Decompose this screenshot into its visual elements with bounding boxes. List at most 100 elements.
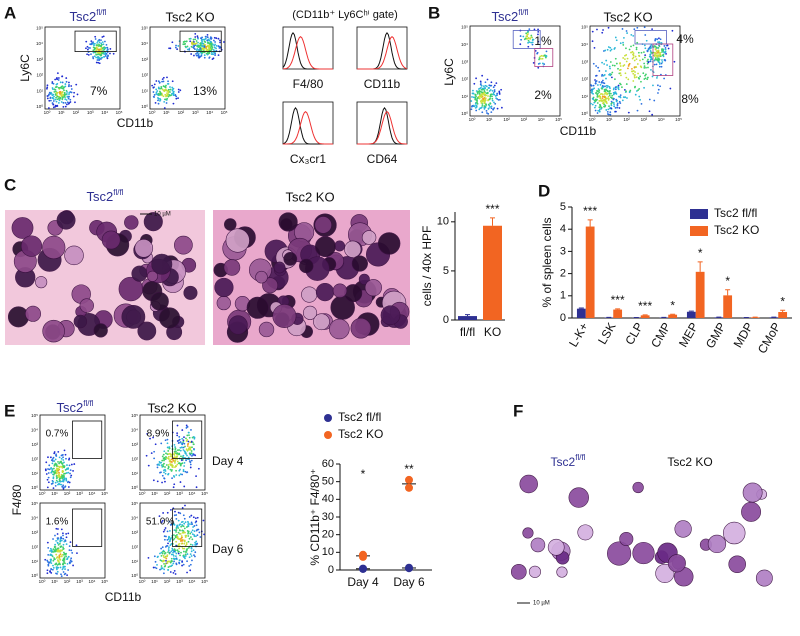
flow-event: [497, 98, 500, 101]
flow-event: [530, 41, 533, 44]
flow-tick-label: 10²: [36, 73, 43, 78]
flow-event: [51, 102, 54, 104]
genotype-title: Tsc2fl/fl: [57, 399, 94, 415]
flow-event: [619, 72, 622, 75]
flow-event: [57, 450, 60, 453]
flow-event: [160, 521, 163, 523]
flow-event: [191, 523, 194, 525]
flow-event: [490, 93, 493, 96]
flow-event: [174, 462, 176, 464]
flow-event: [68, 458, 70, 461]
flow-event: [673, 60, 676, 63]
flow-event: [44, 468, 47, 471]
flow-event: [659, 54, 661, 57]
histogram-curve: [283, 111, 333, 145]
flow-event: [169, 86, 171, 88]
flow-event: [166, 530, 169, 533]
flow-event: [54, 471, 57, 474]
flow-event: [181, 529, 184, 532]
flow-event: [182, 554, 185, 557]
flow-event: [47, 456, 49, 459]
flow-event: [212, 48, 215, 51]
flow-event: [160, 461, 163, 464]
flow-event: [530, 34, 533, 37]
flow-event: [483, 108, 486, 110]
flow-event: [63, 477, 66, 479]
flow-event: [162, 512, 165, 514]
flow-tick-label: 10⁵: [116, 110, 123, 115]
flow-event: [162, 572, 165, 575]
flow-event: [537, 33, 539, 36]
flow-event: [54, 98, 57, 101]
y-tick-label: 4: [560, 223, 566, 235]
flow-event: [174, 573, 177, 575]
flow-event: [167, 566, 170, 568]
flow-event: [64, 469, 67, 471]
flow-event: [612, 101, 615, 104]
flow-event: [178, 542, 181, 545]
flow-event: [54, 104, 57, 107]
flow-event: [57, 460, 59, 463]
flow-event: [159, 552, 161, 555]
flow-event: [155, 88, 158, 91]
flow-event: [74, 101, 76, 104]
flow-event: [595, 65, 598, 67]
flow-event: [59, 81, 62, 84]
flow-event: [51, 468, 54, 470]
flow-event: [92, 41, 94, 44]
flow-event: [217, 37, 220, 40]
flow-event: [483, 92, 486, 94]
flow-event: [50, 92, 53, 95]
flow-event: [213, 36, 216, 39]
flow-event: [198, 531, 201, 534]
flow-event: [191, 453, 194, 456]
flow-event: [598, 89, 601, 92]
flow-event: [169, 571, 172, 573]
flow-event: [613, 105, 615, 108]
flow-event: [599, 103, 601, 106]
y-axis-label: % of spleen cells: [540, 217, 554, 307]
legend-swatch: [324, 431, 332, 439]
flow-event: [189, 463, 192, 466]
flow-event: [184, 531, 186, 534]
flow-event: [59, 542, 61, 545]
flow-event: [56, 95, 59, 98]
flow-event: [155, 567, 158, 570]
cell: [522, 527, 534, 539]
flow-event: [190, 452, 193, 455]
flow-event: [168, 47, 170, 50]
flow-event: [490, 107, 493, 110]
flow-event: [625, 90, 627, 93]
flow-event: [197, 44, 200, 47]
flow-event: [606, 93, 608, 96]
flow-event: [638, 55, 641, 57]
flow-event: [55, 96, 57, 99]
flow-tick-label: 10⁰: [139, 491, 146, 496]
flow-event: [163, 568, 166, 571]
flow-event: [157, 80, 160, 83]
flow-event: [180, 535, 183, 537]
flow-event: [175, 97, 178, 100]
cell: [143, 212, 163, 232]
flow-event: [613, 64, 616, 67]
flow-event: [172, 486, 175, 489]
flow-event: [46, 478, 49, 481]
flow-event: [99, 54, 102, 57]
flow-gate: [72, 508, 103, 547]
flow-event: [67, 97, 70, 100]
flow-event: [194, 454, 197, 457]
flow-event: [45, 461, 48, 464]
flow-event: [196, 516, 199, 519]
error-bar: [465, 314, 470, 317]
x-tick-label: CLP: [622, 320, 646, 347]
flow-event: [223, 41, 225, 43]
flow-event: [610, 48, 613, 51]
flow-event: [162, 76, 165, 79]
flow-event: [161, 80, 163, 83]
flow-event: [182, 440, 185, 443]
flow-event: [187, 448, 190, 451]
flow-event: [181, 507, 184, 509]
significance: *: [670, 298, 675, 312]
flow-event: [655, 46, 658, 49]
flow-event: [164, 527, 167, 529]
